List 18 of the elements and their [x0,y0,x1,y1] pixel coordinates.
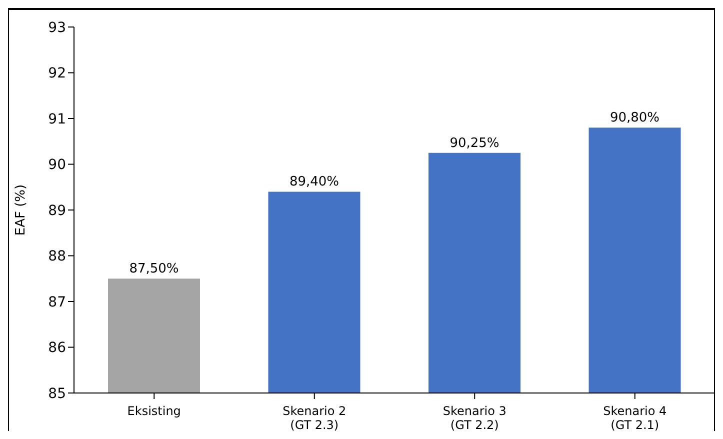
data-label: 90,25% [450,136,500,151]
y-tick-label: 86 [48,340,66,356]
y-tick-label: 93 [48,20,66,36]
y-tick-label: 90 [48,157,66,174]
x-tick-label: Skenario 4 (GT 2.1) [603,404,667,432]
x-tick-label: Eksisting [127,404,181,418]
x-tick-label: Skenario 3 (GT 2.2) [442,404,506,432]
y-tick-label: 87 [48,294,66,310]
y-tick-label: 92 [48,66,66,82]
x-tick-label: Skenario 2 (GT 2.3) [282,404,346,432]
y-axis-title: EAF (%) [14,184,29,236]
data-label: 89,40% [289,174,340,190]
data-label: 87,50% [129,262,179,277]
y-tick-label: 91 [48,111,66,128]
y-tick-label: 88 [48,248,66,265]
data-label: 90,80% [610,110,660,126]
y-tick-label: 85 [48,386,66,402]
y-tick-label: 89 [48,202,66,219]
